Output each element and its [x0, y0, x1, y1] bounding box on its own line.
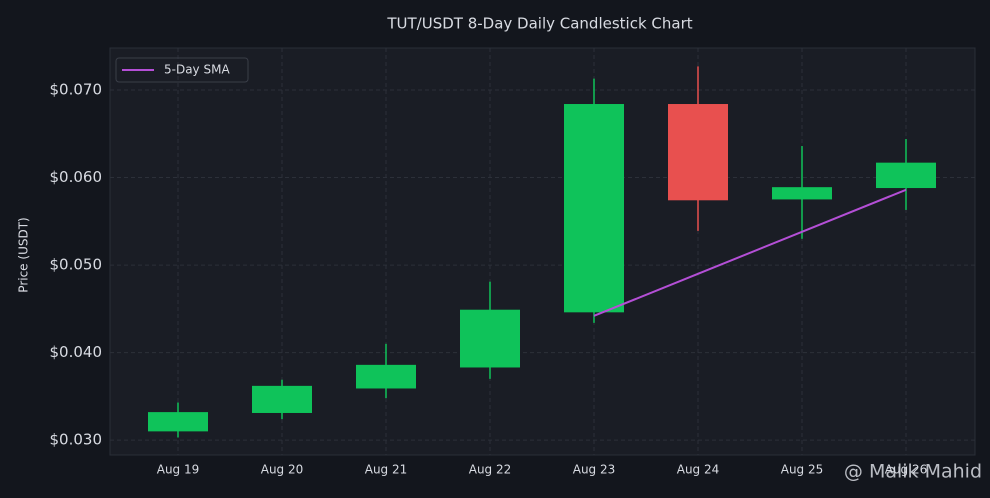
plot-area: [109, 47, 976, 456]
y-axis-label: Price (USDT): [17, 217, 31, 292]
x-tick-label: Aug 19: [157, 463, 200, 477]
y-tick-label: $0.050: [50, 256, 103, 274]
x-tick-label: Aug 25: [781, 463, 824, 477]
legend-label: 5-Day SMA: [164, 63, 230, 77]
x-tick-label: Aug 23: [573, 463, 616, 477]
y-tick-label: $0.070: [50, 81, 103, 99]
candle-body: [668, 104, 728, 201]
watermark: @ Malik Mahid: [844, 461, 982, 483]
x-tick-label: Aug 21: [365, 463, 408, 477]
candle-body: [356, 364, 416, 389]
candle-body: [460, 309, 520, 368]
x-tick-label: Aug 22: [469, 463, 512, 477]
x-tick-label: Aug 20: [261, 463, 304, 477]
candle-body: [772, 187, 832, 200]
candle-body: [148, 412, 208, 432]
y-tick-label: $0.040: [50, 343, 103, 361]
chart-title: TUT/USDT 8-Day Daily Candlestick Chart: [386, 15, 692, 33]
candle-body: [252, 385, 312, 413]
y-tick-label: $0.030: [50, 431, 103, 449]
x-tick-label: Aug 24: [677, 463, 720, 477]
x-tick-label: Aug 26: [885, 463, 928, 477]
y-tick-label: $0.060: [50, 168, 103, 186]
legend-box: [115, 57, 249, 83]
candle-body: [564, 104, 624, 313]
candle-body: [876, 162, 936, 189]
sma-line: [593, 188, 907, 317]
